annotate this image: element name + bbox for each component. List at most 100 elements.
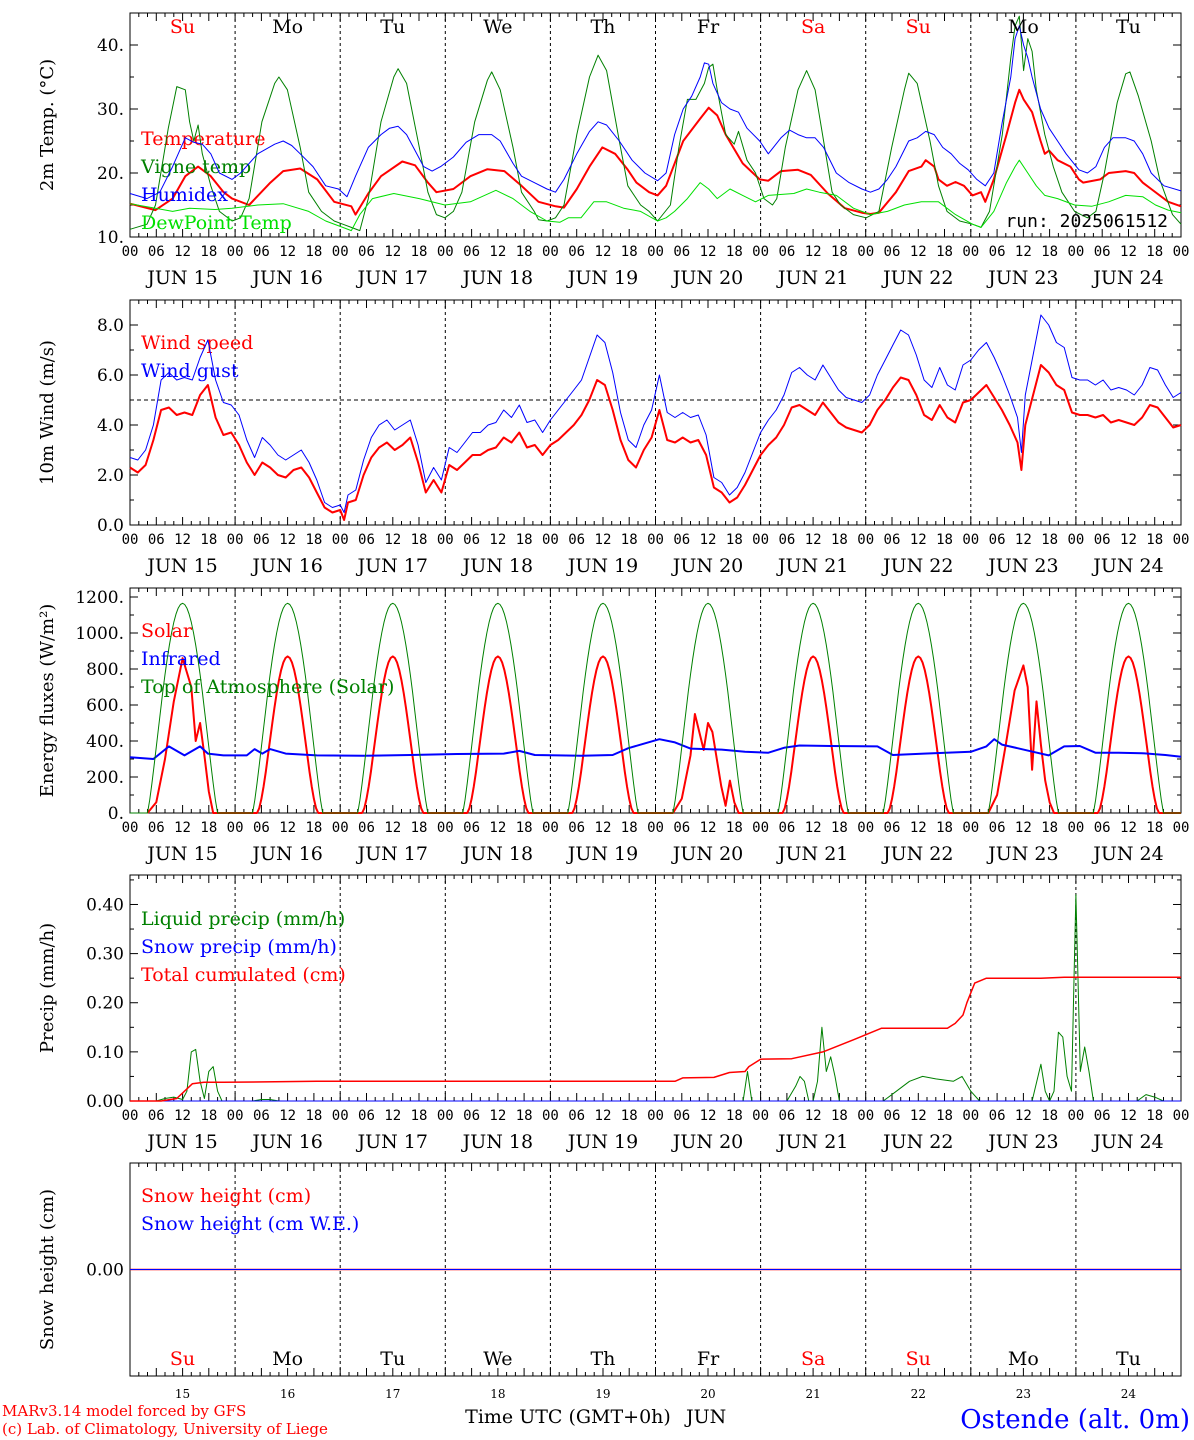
panel-1-hour-label: 12: [700, 244, 717, 260]
bottom-weekday-label: Su: [170, 1348, 195, 1370]
panel-4-hour-label: 12: [384, 1108, 401, 1124]
panel-1-hour-label: 00: [437, 244, 454, 260]
panel-2-hour-label: 12: [1015, 532, 1032, 548]
day-number-label: 23: [1016, 1387, 1031, 1401]
panel-1-ytick-label: 30.: [97, 100, 124, 120]
panel-3-hour-label: 06: [253, 820, 270, 836]
panel-1-series-3: [129, 25, 1182, 200]
panel-2-hour-label: 18: [726, 532, 743, 548]
panel-4-date-label: JUN 20: [671, 1131, 743, 1153]
panel-1-hour-label: 18: [621, 244, 638, 260]
panel-2-hour-label: 00: [437, 532, 454, 548]
panel-1-hour-label: 18: [1041, 244, 1058, 260]
x-axis-label: Time UTC (GMT+0h): [465, 1406, 671, 1428]
panel-1-hour-label: 12: [489, 244, 506, 260]
panel-4-legend-1: Liquid precip (mm/h): [141, 908, 345, 930]
panel-3-hour-label: 12: [1120, 820, 1137, 836]
day-number-label: 18: [490, 1387, 505, 1401]
panel-1-series-1: [129, 88, 1182, 216]
top-weekday-label: Mo: [1008, 16, 1039, 38]
panel-1-legend-3: Humidex: [141, 184, 228, 206]
panel-3-top-ticks: [129, 588, 1182, 596]
panel-3-hour-label: 00: [1067, 820, 1084, 836]
day-number-label: 16: [280, 1387, 295, 1401]
panel-3-series-2: [129, 738, 1182, 760]
panel-1-date-label: JUN 15: [145, 267, 217, 289]
panel-2-ytick-label: 8.0: [97, 316, 124, 336]
panel-4-date-label: JUN 19: [566, 1131, 638, 1153]
panel-2-hour-label: 18: [831, 532, 848, 548]
panel-1-legend-1: Temperature: [141, 128, 265, 150]
panel-4-hour-label: 06: [884, 1108, 901, 1124]
panel-1-hour-label: 06: [989, 244, 1006, 260]
panel-4-bottom-ticks: [129, 1093, 1182, 1101]
panel-1-date-label: JUN 16: [250, 267, 322, 289]
panel-3-date-label: JUN 18: [461, 843, 533, 865]
panel-2-date-label: JUN 19: [566, 555, 638, 577]
panel-4-date-label: JUN 23: [986, 1131, 1058, 1153]
panel-3-frame: [129, 587, 1182, 814]
panel-1-hour-label: 12: [384, 244, 401, 260]
panel-1-bottom-ticks: [129, 229, 1182, 237]
panel-4-hour-label: 06: [1094, 1108, 1111, 1124]
panel-1-hour-label: 00: [647, 244, 664, 260]
panel-2-hour-label: 00: [647, 532, 664, 548]
panel-2-date-label: JUN 15: [145, 555, 217, 577]
panel-2-hour-label: 00: [542, 532, 559, 548]
bottom-weekday-label: Su: [906, 1348, 931, 1370]
panel-3-hour-label: 18: [305, 820, 322, 836]
panel-3-date-label: JUN 23: [986, 843, 1058, 865]
day-number-label: 21: [806, 1387, 821, 1401]
panel-2-top-ticks: [129, 300, 1182, 308]
panel-2-hour-label: 12: [384, 532, 401, 548]
panel-4-hour-label: 00: [332, 1108, 349, 1124]
panel-1-ytick-label: 40.: [97, 36, 124, 56]
panel-4-hour-label: 00: [542, 1108, 559, 1124]
panel-4-hour-label: 00: [437, 1108, 454, 1124]
panel-3-date-label: JUN 21: [776, 843, 848, 865]
panel-4-ylabel: Precip (mm/h): [37, 923, 58, 1053]
panel-1-hour-label: 00: [857, 244, 874, 260]
panel-4-hour-label: 18: [936, 1108, 953, 1124]
panel-4-hour-label: 18: [831, 1108, 848, 1124]
panel-3-hour-label: 18: [411, 820, 428, 836]
panel-1-hour-label: 12: [1015, 244, 1032, 260]
panel-2-legend-2: Wind gust: [141, 360, 239, 382]
panel-3-hour-label: 00: [437, 820, 454, 836]
panel-3-ytick-label: 200.: [86, 768, 124, 788]
panel-1-date-label: JUN 23: [986, 267, 1058, 289]
panel-3-legend-2: Infrared: [141, 648, 221, 670]
panel-4-hour-label: 00: [857, 1108, 874, 1124]
panel-2-hour-label: 06: [253, 532, 270, 548]
x-axis-month: JUN: [684, 1406, 726, 1428]
panel-4-ytick-label: 0.20: [86, 994, 124, 1014]
day-number-label: 20: [700, 1387, 715, 1401]
top-weekday-label: Th: [590, 16, 615, 38]
panel-1-hour-label: 12: [174, 244, 191, 260]
panel-4-hour-label: 06: [463, 1108, 480, 1124]
panel-2-hour-label: 18: [200, 532, 217, 548]
panel-2-hour-label: 18: [936, 532, 953, 548]
panel-2-date-label: JUN 17: [356, 555, 428, 577]
panel-4-date-label: JUN 17: [356, 1131, 428, 1153]
panel-2-hour-label-end: 00: [1173, 532, 1190, 548]
bottom-weekday-label: We: [483, 1348, 512, 1370]
panel-4-hour-label: 12: [700, 1108, 717, 1124]
panel-4-hour-label: 12: [1015, 1108, 1032, 1124]
panel-1-ytick-label: 20.: [97, 164, 124, 184]
panel-2-hour-label: 12: [174, 532, 191, 548]
panel-4-series-1: [130, 894, 1164, 1102]
panel-2-hour-label: 18: [305, 532, 322, 548]
panel-2-hour-label: 00: [332, 532, 349, 548]
panel-2-hour-label: 06: [1094, 532, 1111, 548]
panel-3-ytick-label: 800.: [86, 660, 124, 680]
panel-1-hour-label: 00: [542, 244, 559, 260]
panel-1-hour-label: 00: [752, 244, 769, 260]
panel-3-date-label: JUN 20: [671, 843, 743, 865]
panel-3-hour-label: 00: [752, 820, 769, 836]
model-credit: MARv3.14 model forced by GFS: [2, 1402, 246, 1420]
day-number-label: 15: [175, 1387, 190, 1401]
station-name: Ostende (alt. 0m): [960, 1405, 1190, 1435]
panel-4-legend-3: Total cumulated (cm): [141, 964, 346, 986]
